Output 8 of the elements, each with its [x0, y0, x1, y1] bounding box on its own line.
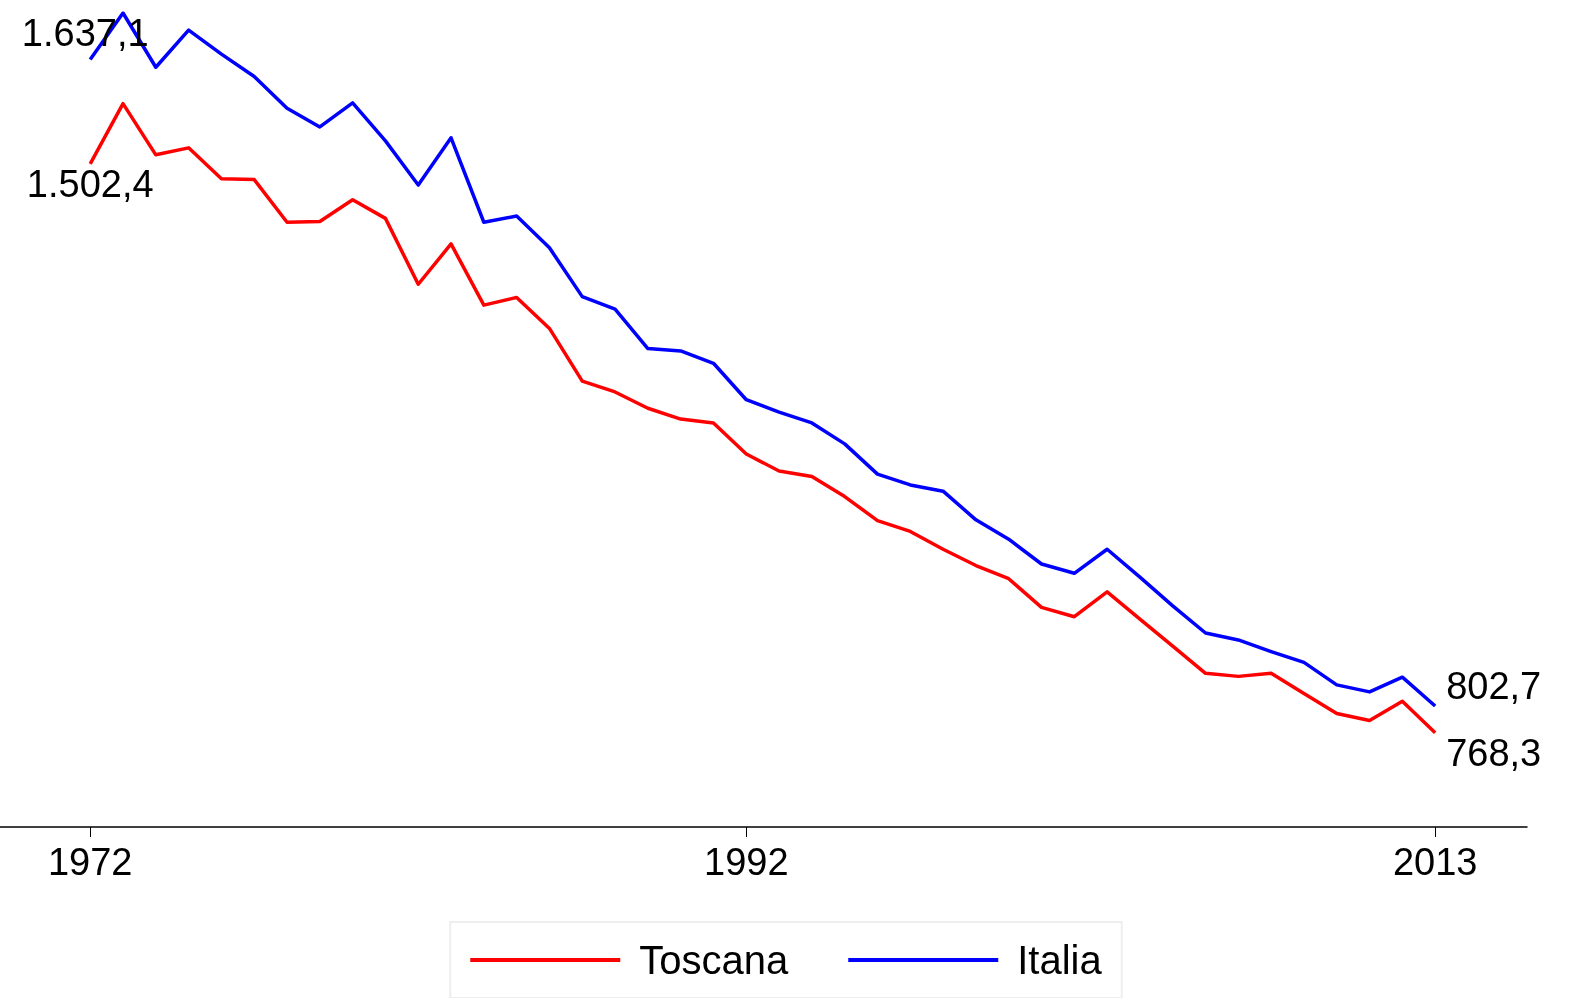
legend-label: Toscana	[639, 938, 789, 982]
legend-label: Italia	[1017, 938, 1103, 982]
data-label: 1.502,4	[26, 162, 154, 205]
x-tick-label: 2013	[1392, 841, 1478, 883]
x-tick-label: 1992	[704, 841, 789, 883]
data-label: 802,7	[1446, 665, 1542, 708]
x-tick-label: 1972	[47, 841, 133, 883]
data-label: 768,3	[1446, 731, 1542, 774]
